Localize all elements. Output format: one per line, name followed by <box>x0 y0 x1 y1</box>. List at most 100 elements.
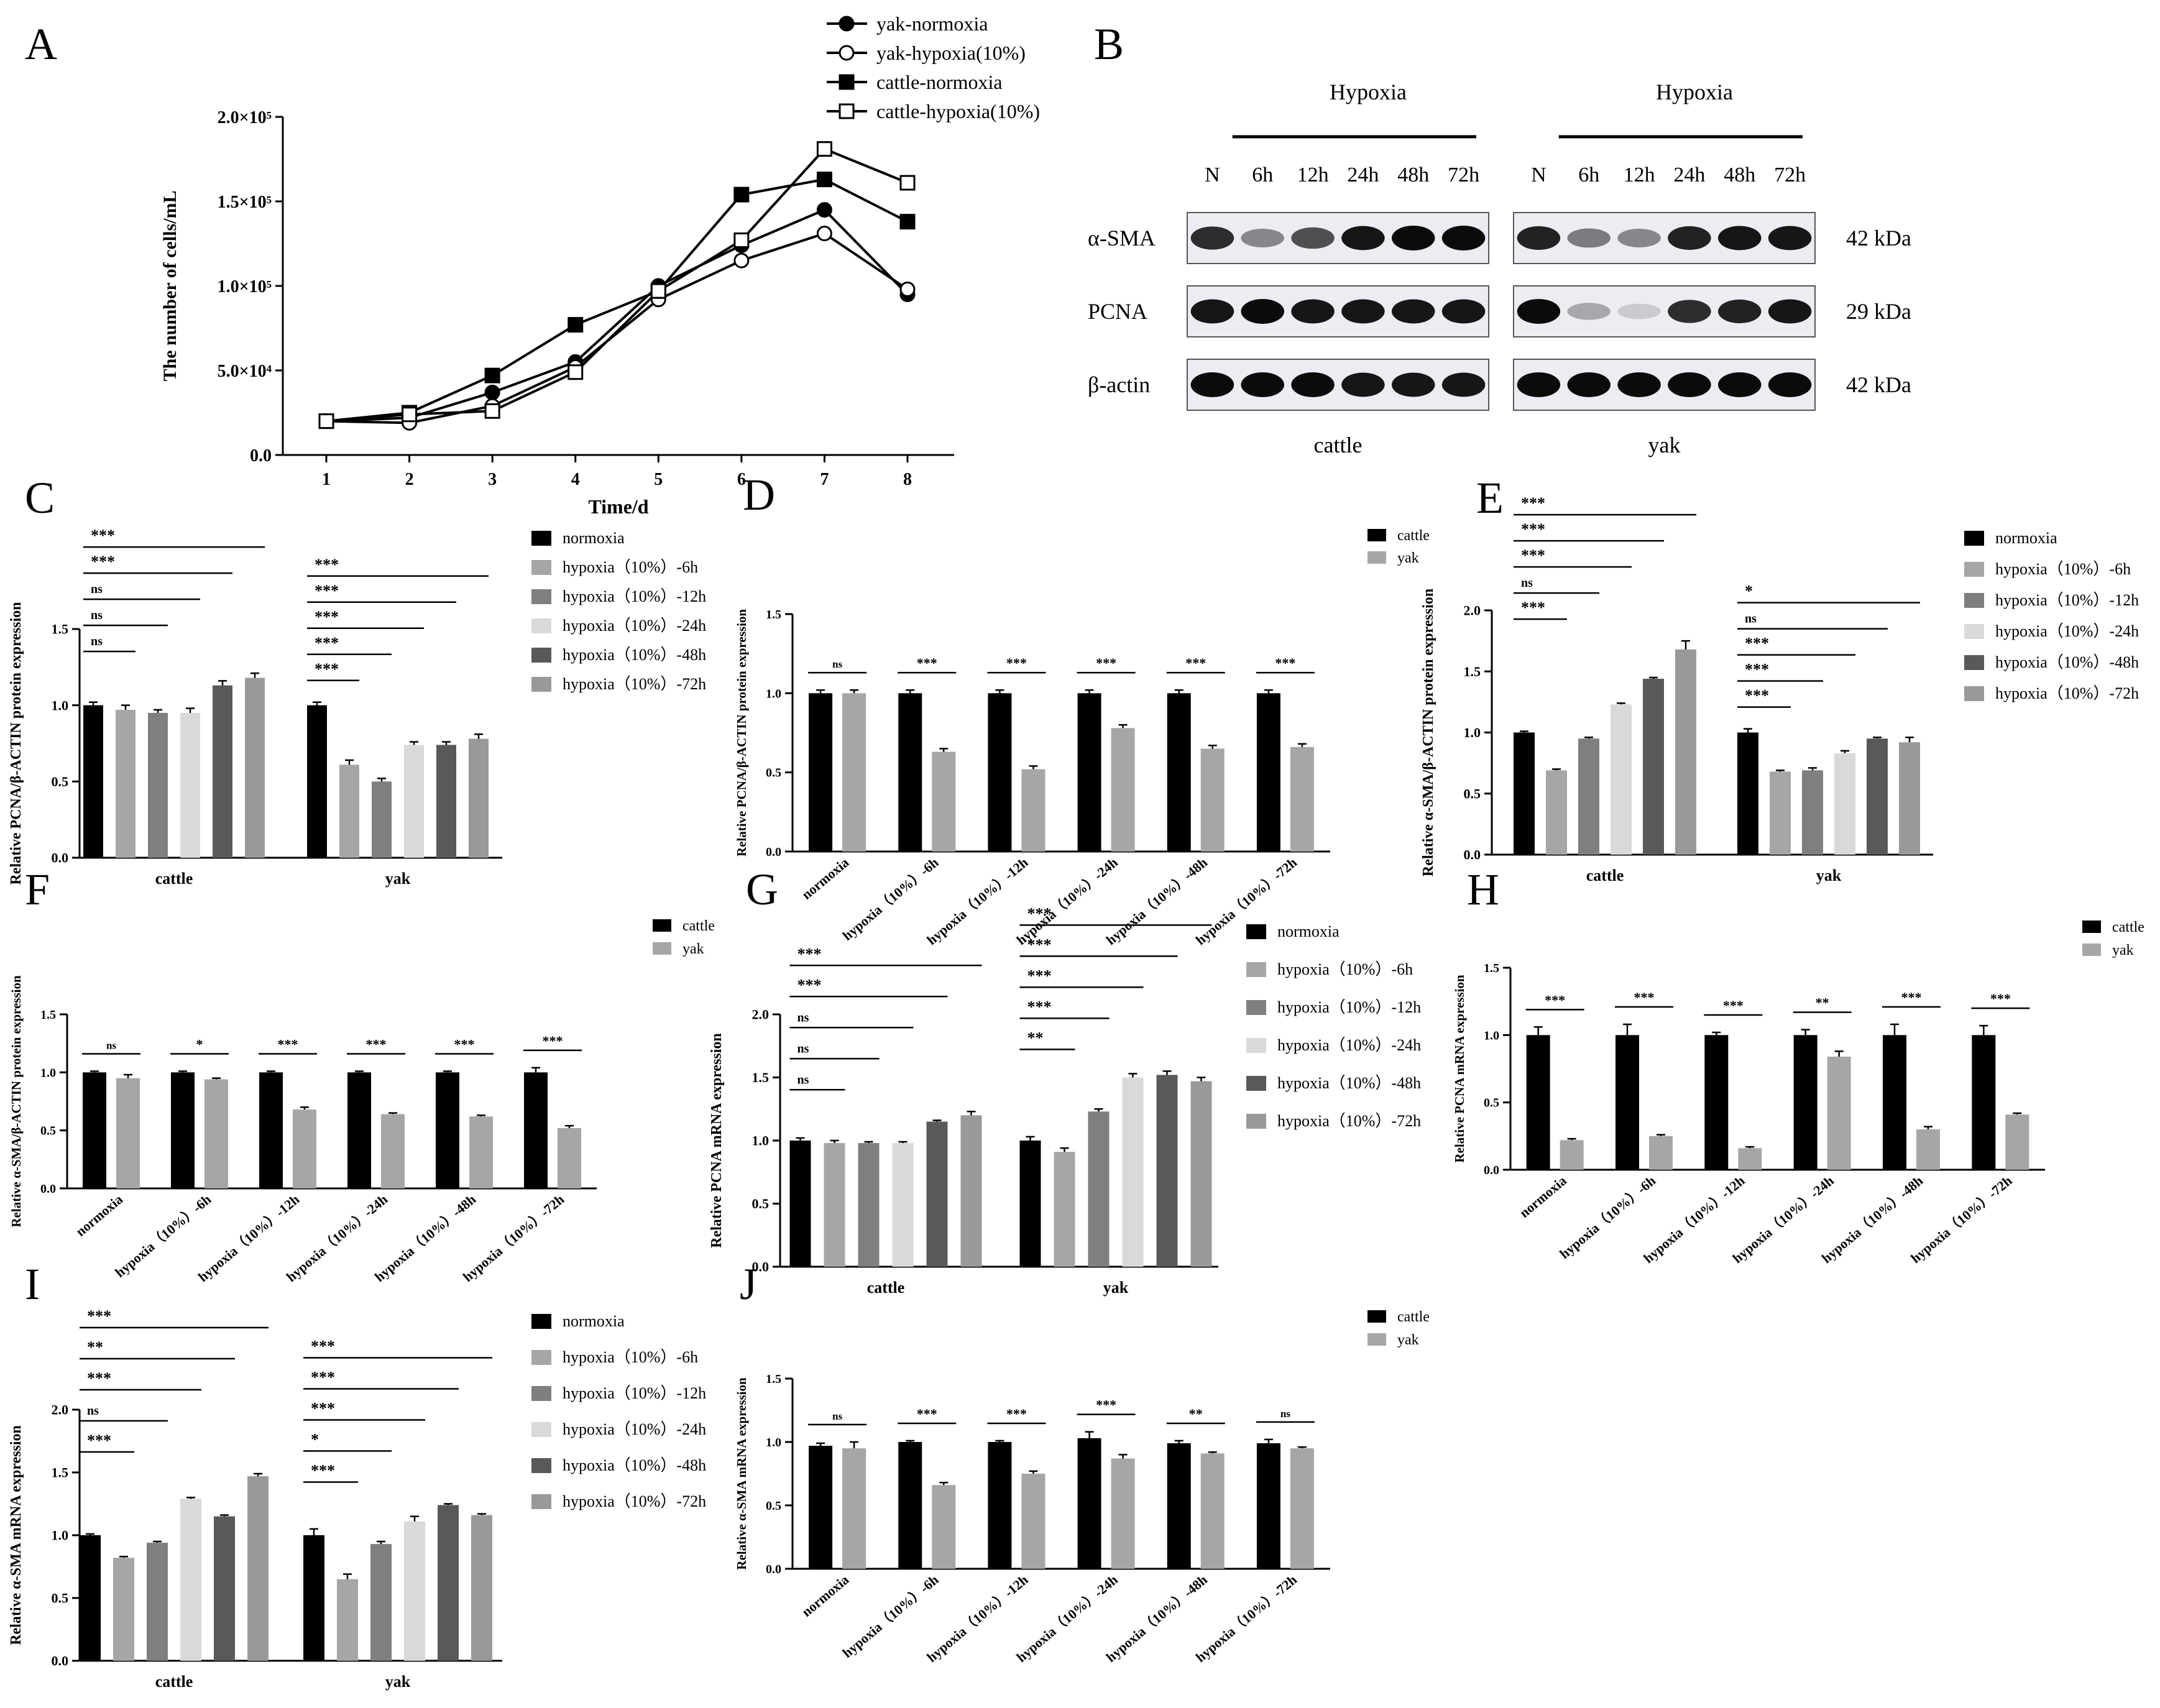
bar <box>789 1141 811 1267</box>
bar <box>1867 738 1888 855</box>
bar <box>147 1543 168 1661</box>
bar <box>1770 771 1791 855</box>
y-tick-label: 2.0 <box>52 1402 69 1418</box>
legend-swatch <box>1246 924 1266 939</box>
panel-b: B Hypoxia N 6h 12h 24h 48h 72h cattle Hypoxia N 6h 1… <box>1088 19 1911 457</box>
significance-mark: *** <box>278 1036 298 1052</box>
bar <box>381 1114 405 1188</box>
x-tick-label: 8 <box>903 470 912 489</box>
size-label: 42 kDa <box>1846 226 1911 250</box>
significance-mark: *** <box>1901 989 1922 1005</box>
data-point <box>733 232 750 249</box>
legend-label: normoxia <box>1995 529 2057 547</box>
blot-strip <box>1187 359 1489 411</box>
legend-label: hypoxia（10%）-48h <box>563 1456 706 1474</box>
bar <box>1793 1035 1818 1170</box>
series-line <box>326 147 908 423</box>
bar <box>438 1505 459 1661</box>
y-tick-label: 1.0 <box>52 697 69 713</box>
x-category-label: hypoxia（10%）-12h <box>924 855 1031 948</box>
bar <box>1019 1141 1041 1267</box>
legend-swatch <box>1367 551 1386 564</box>
legend-label: yak <box>2112 942 2134 958</box>
bar <box>2005 1114 2029 1170</box>
bar <box>303 1535 324 1661</box>
x-category-label: yak <box>385 1673 411 1691</box>
significance-mark: *** <box>87 1307 111 1325</box>
panel-letter: I <box>25 1259 40 1309</box>
lane-label: 12h <box>1297 163 1329 186</box>
legend-swatch <box>531 1494 551 1509</box>
blot-band <box>1617 303 1661 319</box>
y-tick-label: 1.0 <box>52 1528 69 1543</box>
legend-label: cattle <box>1397 1309 1430 1325</box>
hypoxia-label: Hypoxia <box>1656 80 1733 104</box>
legend-label: normoxia <box>563 1312 625 1330</box>
significance-mark: *** <box>1027 998 1052 1016</box>
y-axis-title: Relative PCNA mRNA expression <box>1452 975 1467 1163</box>
x-category-label: normoxia <box>799 1572 852 1620</box>
bar <box>898 693 922 852</box>
significance-mark: ** <box>1027 1029 1044 1047</box>
legend-label: normoxia <box>563 529 625 547</box>
legend-label: hypoxia（10%）-6h <box>563 558 698 576</box>
bar <box>1546 770 1567 855</box>
significance-mark: * <box>196 1036 203 1052</box>
data-point <box>568 317 584 333</box>
legend-label: hypoxia（10%）-48h <box>1277 1074 1421 1092</box>
lane-label: N <box>1205 163 1220 186</box>
bar <box>1167 1443 1191 1569</box>
legend-label: cattle <box>682 918 715 934</box>
significance-mark: *** <box>91 526 115 544</box>
significance-mark: ns <box>832 658 842 670</box>
bar <box>1675 649 1696 855</box>
y-tick-label: 0.0 <box>752 1259 770 1275</box>
data-point <box>733 186 750 203</box>
data-point <box>899 281 916 297</box>
y-tick-label: 1.0×10⁵ <box>218 277 272 296</box>
y-tick-label: 0.0 <box>766 845 781 859</box>
bar <box>116 710 136 858</box>
significance-mark: *** <box>1027 904 1052 922</box>
significance-mark: *** <box>315 634 339 652</box>
significance-mark: ns <box>91 582 103 596</box>
y-tick-label: 0.0 <box>1464 847 1481 863</box>
data-point <box>318 413 334 429</box>
significance-mark: *** <box>87 1369 111 1387</box>
panel-g: 0.0 0.5 1.0 1.5 2.0 G Relative PCNA mRNA expre… <box>709 865 1421 1297</box>
legend-swatch <box>1367 1310 1386 1323</box>
legend-label: hypoxia（10%）-72h <box>563 675 706 693</box>
blot-strip <box>1187 285 1489 337</box>
bar <box>293 1109 316 1188</box>
legend-label: hypoxia（10%）-24h <box>563 617 706 635</box>
data-point <box>484 367 500 383</box>
blot-band <box>1241 228 1285 248</box>
legend-swatch <box>1246 962 1266 977</box>
significance-mark: ** <box>87 1338 103 1356</box>
legend-swatch <box>531 1314 551 1329</box>
significance-mark: *** <box>315 556 339 574</box>
significance-mark: *** <box>1990 991 2011 1006</box>
legend-swatch <box>531 1422 551 1437</box>
blot-band <box>1617 228 1661 248</box>
x-category-label: hypoxia（10%）-72h <box>1908 1173 2015 1266</box>
y-tick-label: 1.5 <box>766 608 781 622</box>
significance-mark: *** <box>1521 520 1545 538</box>
bar <box>1738 1148 1762 1170</box>
significance-mark: *** <box>1006 1406 1027 1421</box>
y-tick-label: 1.0 <box>40 1066 56 1080</box>
panel-letter: F <box>25 865 50 914</box>
legend-label: hypoxia（10%）-12h <box>1995 591 2139 609</box>
significance-mark: ns <box>797 1011 809 1024</box>
blot-band <box>1768 226 1812 250</box>
x-category-label: normoxia <box>1517 1173 1569 1221</box>
y-axis-title: Relative PCNA/β-ACTIN protein expression <box>734 609 749 857</box>
significance-mark: *** <box>315 582 339 600</box>
bar <box>1290 1448 1314 1569</box>
blot-band <box>1190 299 1234 324</box>
legend-swatch <box>531 1458 551 1473</box>
blot-band <box>1341 372 1385 397</box>
legend-swatch <box>2082 921 2101 933</box>
bar <box>337 1579 358 1661</box>
legend-label: cattle <box>1397 528 1430 544</box>
